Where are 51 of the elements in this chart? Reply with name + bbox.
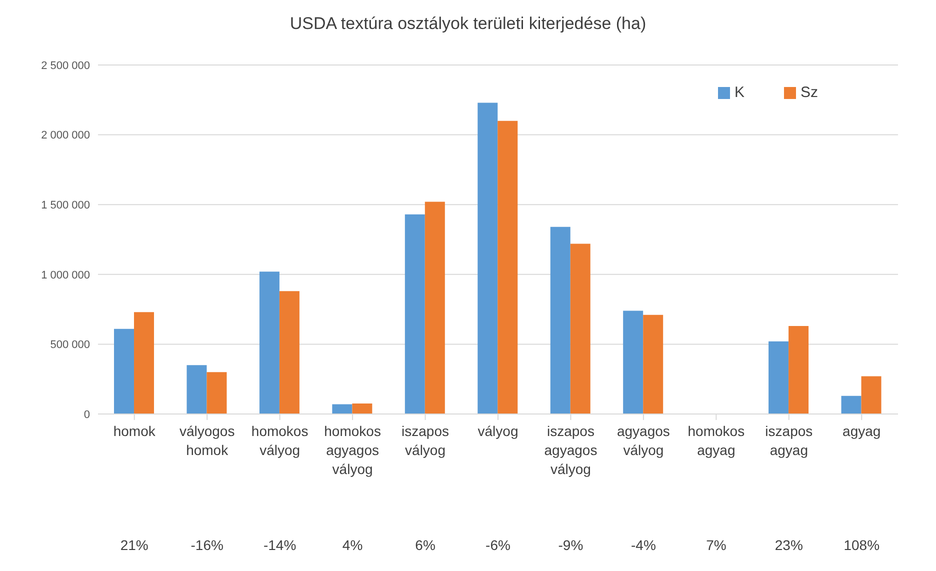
bar [861,376,882,414]
bar [279,291,300,414]
bar [332,404,352,414]
bar [623,310,644,414]
y-tick-label: 500 000 [50,339,90,352]
y-tick-label: 1 500 000 [41,200,90,212]
y-tick-label: 2 000 000 [41,130,90,142]
y-tick-label: 0 [84,408,90,421]
text: -4% [631,537,656,553]
bar [498,120,518,414]
bar [134,312,154,414]
bar [570,244,590,414]
x-tick-label: iszapos agyag [765,423,813,458]
x-tick-label: agyag [842,423,881,439]
text: 4% [342,537,363,553]
bar [186,365,207,414]
bar [768,341,789,414]
bar [424,202,445,414]
x-tick-label: vályog [478,423,518,439]
text: 6% [415,537,436,553]
bar [352,404,372,414]
text: 108% [844,537,880,553]
x-tick-label: homokos agyagos vályog [324,423,381,477]
x-tick-label: vályogos homok [179,423,235,458]
bar [550,226,570,414]
bar [206,372,227,414]
bar [404,214,425,414]
x-tick-label: agyagos vályog [616,423,670,458]
x-tick-label: iszapos vályog [402,423,450,458]
bar [643,314,664,414]
x-tick-label: homokos vályog [251,423,308,458]
legend-label: Sz [800,84,818,101]
chart-title: USDA textúra osztályok területi kiterjedése (ha) [288,13,648,34]
x-tick-label: iszapos agyagos vályog [544,423,598,477]
bar [788,326,809,414]
y-tick-label: 2 500 000 [41,60,90,72]
text: -16% [190,537,224,553]
x-tick-label: homok [113,423,156,439]
bar [114,328,134,414]
bar [841,396,862,414]
x-tick-label: homokos agyag [688,423,745,458]
legend-label: K [734,84,744,101]
bar [478,102,498,414]
y-tick-label: 1 000 000 [41,269,90,282]
text: -6% [486,537,510,553]
bar [259,272,280,414]
text: 21% [120,537,148,553]
text: -9% [558,537,584,553]
text: -14% [263,537,296,553]
text: 7% [706,537,726,553]
text: 23% [774,537,803,553]
